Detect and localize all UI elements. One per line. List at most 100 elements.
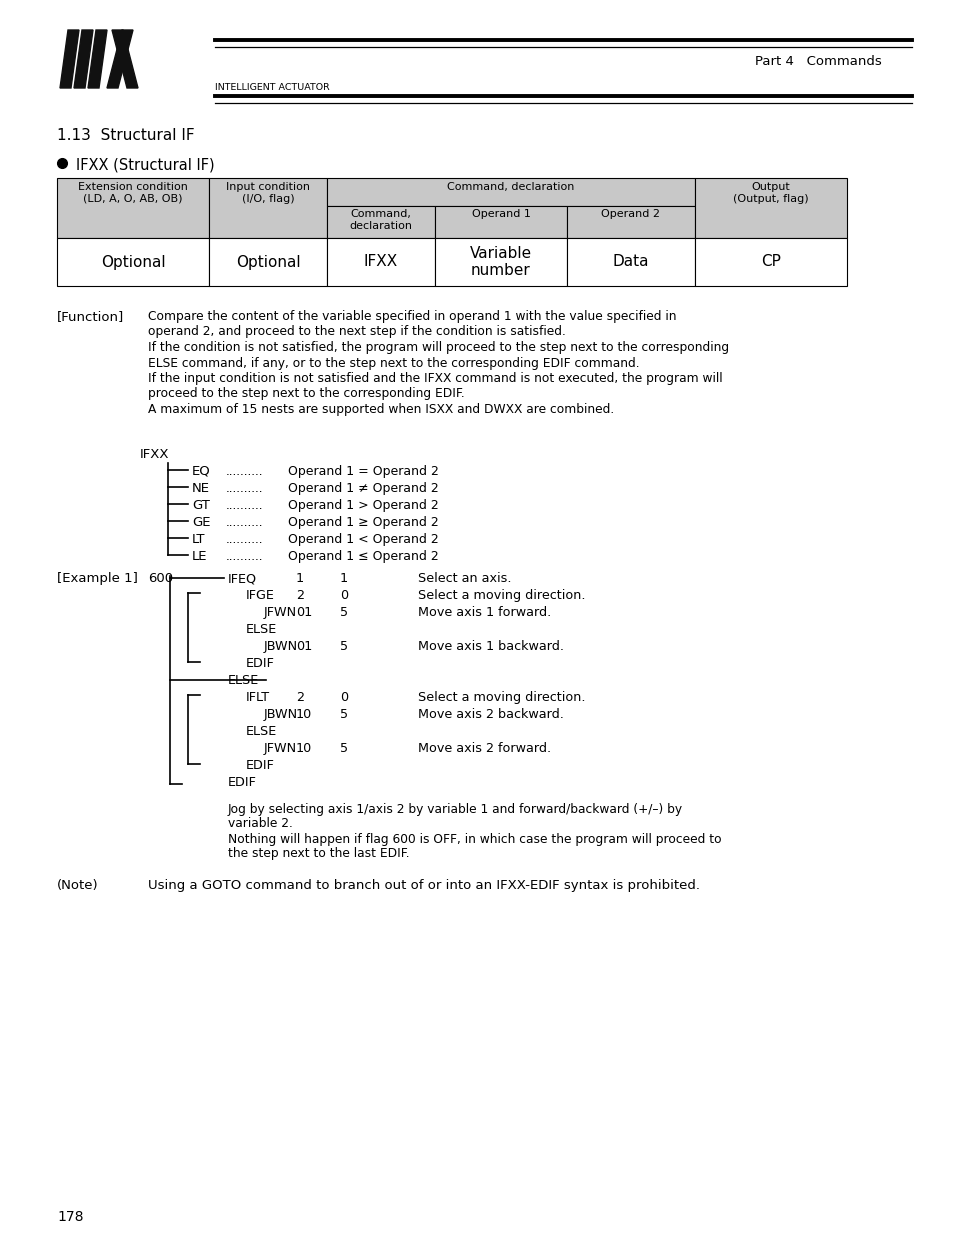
Text: Operand 1 ≤ Operand 2: Operand 1 ≤ Operand 2 — [288, 550, 438, 563]
Text: Extension condition
(LD, A, O, AB, OB): Extension condition (LD, A, O, AB, OB) — [78, 182, 188, 204]
Text: Input condition
(I/O, flag): Input condition (I/O, flag) — [226, 182, 310, 204]
Text: Select a moving direction.: Select a moving direction. — [417, 692, 585, 704]
Text: 2: 2 — [295, 589, 304, 601]
Text: JFWN: JFWN — [264, 606, 296, 619]
Text: 0: 0 — [339, 589, 348, 601]
Bar — [327, 178, 695, 206]
Bar — [327, 238, 435, 287]
Bar — [435, 206, 566, 238]
Text: Data: Data — [612, 254, 649, 269]
Text: IFXX (Structural IF): IFXX (Structural IF) — [76, 157, 214, 172]
Text: ..........: .......... — [226, 534, 263, 546]
Text: 1: 1 — [295, 572, 304, 585]
Text: Move axis 2 forward.: Move axis 2 forward. — [417, 742, 551, 755]
Text: JBWN: JBWN — [264, 708, 297, 721]
Text: LT: LT — [192, 534, 205, 546]
Text: Command, declaration: Command, declaration — [447, 182, 574, 191]
Text: IFEQ: IFEQ — [228, 572, 257, 585]
Text: Move axis 2 backward.: Move axis 2 backward. — [417, 708, 563, 721]
Bar — [695, 238, 846, 287]
Text: Variable
number: Variable number — [470, 246, 532, 278]
Text: 5: 5 — [339, 742, 348, 755]
Text: Command,
declaration: Command, declaration — [349, 209, 412, 231]
Text: INTELLIGENT ACTUATOR: INTELLIGENT ACTUATOR — [214, 83, 330, 91]
Text: Operand 2: Operand 2 — [601, 209, 659, 219]
Text: proceed to the step next to the corresponding EDIF.: proceed to the step next to the correspo… — [148, 388, 464, 400]
Text: operand 2, and proceed to the next step if the condition is satisfied.: operand 2, and proceed to the next step … — [148, 326, 565, 338]
Text: 600: 600 — [148, 572, 172, 585]
Text: Operand 1 ≠ Operand 2: Operand 1 ≠ Operand 2 — [288, 482, 438, 495]
Text: JFWN: JFWN — [264, 742, 296, 755]
Text: Optional: Optional — [235, 254, 300, 269]
Text: EDIF: EDIF — [246, 760, 274, 772]
Text: 01: 01 — [295, 640, 312, 653]
Text: Operand 1 < Operand 2: Operand 1 < Operand 2 — [288, 534, 438, 546]
Text: ..........: .......... — [226, 482, 263, 495]
Text: [Example 1]: [Example 1] — [57, 572, 138, 585]
Text: variable 2.: variable 2. — [228, 818, 293, 830]
Text: Compare the content of the variable specified in operand 1 with the value specif: Compare the content of the variable spec… — [148, 310, 676, 324]
Text: 5: 5 — [339, 708, 348, 721]
Text: 178: 178 — [57, 1210, 84, 1224]
Polygon shape — [112, 30, 138, 88]
Text: (Note): (Note) — [57, 879, 98, 892]
Text: ELSE: ELSE — [246, 622, 277, 636]
Text: ..........: .......... — [226, 516, 263, 529]
Bar — [327, 206, 435, 238]
Text: 01: 01 — [295, 606, 312, 619]
Text: IFXX: IFXX — [140, 448, 170, 461]
Bar — [566, 238, 695, 287]
Bar — [566, 206, 695, 238]
Text: EQ: EQ — [192, 466, 211, 478]
Text: Jog by selecting axis 1/axis 2 by variable 1 and forward/backward (+/–) by: Jog by selecting axis 1/axis 2 by variab… — [228, 803, 682, 816]
Bar — [695, 178, 846, 238]
Text: Part 4   Commands: Part 4 Commands — [754, 56, 881, 68]
Text: 10: 10 — [295, 742, 312, 755]
Text: 5: 5 — [339, 640, 348, 653]
Text: 2: 2 — [295, 692, 304, 704]
Text: ..........: .......... — [226, 499, 263, 513]
Text: ..........: .......... — [226, 550, 263, 563]
Bar — [435, 238, 566, 287]
Text: ELSE command, if any, or to the step next to the corresponding EDIF command.: ELSE command, if any, or to the step nex… — [148, 357, 639, 369]
Text: Operand 1 > Operand 2: Operand 1 > Operand 2 — [288, 499, 438, 513]
Text: LE: LE — [192, 550, 208, 563]
Text: 10: 10 — [295, 708, 312, 721]
Text: [Function]: [Function] — [57, 310, 124, 324]
Text: Operand 1: Operand 1 — [471, 209, 530, 219]
Text: Optional: Optional — [101, 254, 165, 269]
Bar — [57, 238, 209, 287]
Text: EDIF: EDIF — [228, 776, 256, 789]
Text: IFXX: IFXX — [363, 254, 397, 269]
Text: GE: GE — [192, 516, 211, 529]
Text: If the condition is not satisfied, the program will proceed to the step next to : If the condition is not satisfied, the p… — [148, 341, 728, 354]
Text: JBWN: JBWN — [264, 640, 297, 653]
Text: Operand 1 = Operand 2: Operand 1 = Operand 2 — [288, 466, 438, 478]
Text: Select a moving direction.: Select a moving direction. — [417, 589, 585, 601]
Text: Output
(Output, flag): Output (Output, flag) — [733, 182, 808, 204]
Text: Move axis 1 forward.: Move axis 1 forward. — [417, 606, 551, 619]
Text: 5: 5 — [339, 606, 348, 619]
Bar — [57, 178, 209, 238]
Text: If the input condition is not satisfied and the IFXX command is not executed, th: If the input condition is not satisfied … — [148, 372, 721, 385]
Text: ..........: .......... — [226, 466, 263, 478]
Bar — [209, 238, 327, 287]
Text: Operand 1 ≥ Operand 2: Operand 1 ≥ Operand 2 — [288, 516, 438, 529]
Text: 1.13  Structural IF: 1.13 Structural IF — [57, 128, 194, 143]
Text: Select an axis.: Select an axis. — [417, 572, 511, 585]
Text: Move axis 1 backward.: Move axis 1 backward. — [417, 640, 563, 653]
Polygon shape — [107, 30, 132, 88]
Text: CP: CP — [760, 254, 781, 269]
Text: 0: 0 — [339, 692, 348, 704]
Text: A maximum of 15 nests are supported when ISXX and DWXX are combined.: A maximum of 15 nests are supported when… — [148, 403, 614, 416]
Text: IFGE: IFGE — [246, 589, 274, 601]
Bar — [209, 178, 327, 238]
Text: NE: NE — [192, 482, 210, 495]
Text: EDIF: EDIF — [246, 657, 274, 671]
Text: ELSE: ELSE — [246, 725, 277, 739]
Text: Nothing will happen if flag 600 is OFF, in which case the program will proceed t: Nothing will happen if flag 600 is OFF, … — [228, 832, 720, 846]
Text: IFLT: IFLT — [246, 692, 270, 704]
Polygon shape — [74, 30, 92, 88]
Text: the step next to the last EDIF.: the step next to the last EDIF. — [228, 847, 409, 860]
Text: ELSE: ELSE — [228, 674, 259, 687]
